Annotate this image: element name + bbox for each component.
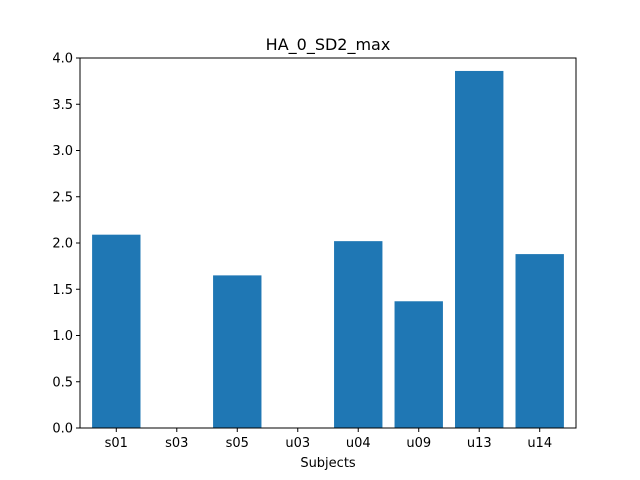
bar-s05 [213,275,262,429]
bar-u09 [394,301,443,428]
x-tick-label-u14: u14 [527,436,552,451]
x-axis-title: Subjects [300,456,356,471]
x-tick-label-u04: u04 [346,436,371,451]
y-tick-label: 2.5 [52,190,73,205]
y-axis: 0.0 0.5 1.0 1.5 2.0 2.5 3.0 3.5 4.0 [52,52,80,437]
y-tick-label: 1.5 [52,283,73,298]
y-tick-label: 3.5 [52,98,73,113]
x-tick-label-s03: s03 [165,436,188,451]
y-tick-label: 2.0 [52,237,73,252]
bar-u04 [334,241,383,428]
plot-frame [79,57,577,429]
bar-u14 [515,254,564,428]
bar-s01 [92,234,141,428]
bars-group [92,70,564,429]
x-tick-label-u09: u09 [406,436,431,451]
y-tick-label: 4.0 [52,52,73,67]
y-tick-label: 0.5 [52,375,73,390]
x-tick-label-s05: s05 [226,436,249,451]
x-tick-label-u13: u13 [467,436,492,451]
x-axis: s01 s03 s05 u03 u04 u09 u13 u14 [105,428,552,451]
y-tick-label: 3.0 [52,144,73,159]
y-tick-label: 0.0 [52,422,73,437]
x-tick-label-u03: u03 [285,436,310,451]
chart-title: HA_0_SD2_max [266,35,391,55]
y-tick-label: 1.0 [52,329,73,344]
x-tick-label-s01: s01 [105,436,128,451]
bar-u13 [455,70,504,428]
